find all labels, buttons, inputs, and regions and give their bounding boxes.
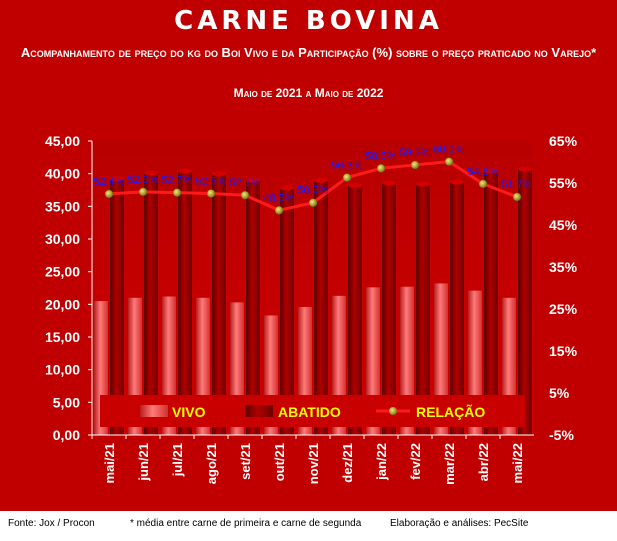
- y2-tick-label: 55%: [549, 175, 578, 191]
- relacao-data-label: 58,5%: [365, 150, 396, 162]
- relacao-point: [206, 189, 216, 198]
- y2-tick-label: -5%: [549, 427, 574, 443]
- legend-vivo-swatch: [140, 405, 168, 417]
- x-tick-label: fev/22: [408, 443, 423, 480]
- relacao-point: [342, 173, 352, 182]
- relacao-data-label: 52,9%: [127, 174, 158, 186]
- footer: Fonte: Jox / Procon * média entre carne …: [0, 518, 617, 538]
- x-tick-label: ago/21: [204, 443, 219, 484]
- y-tick-label: 35,00: [45, 198, 80, 214]
- bar-abatido: [518, 169, 532, 436]
- bar-abatido-top: [348, 182, 362, 188]
- bar-abatido: [314, 180, 328, 435]
- bar-abatido: [144, 173, 158, 435]
- y2-tick-label: 65%: [549, 133, 578, 149]
- footer-source: Fonte: Jox / Procon: [8, 518, 95, 529]
- bar-abatido: [178, 171, 192, 435]
- relacao-data-label: 54,8%: [467, 166, 498, 178]
- x-tick-label: mai/22: [510, 443, 525, 483]
- bar-abatido: [484, 171, 498, 435]
- chart-subtitle: Acompanhamento de preço do kg do Boi Viv…: [20, 45, 597, 60]
- bar-abatido-top: [110, 176, 124, 182]
- bar-abatido-top: [246, 177, 260, 183]
- bar-abatido: [110, 178, 124, 436]
- relacao-point: [240, 190, 250, 200]
- x-tick-label: abr/22: [476, 443, 491, 481]
- relacao-data-label: 60,1%: [433, 144, 464, 156]
- relacao-point: [376, 164, 386, 173]
- y2-tick-label: 45%: [549, 217, 578, 233]
- relacao-data-label: 59,3%: [399, 147, 430, 159]
- bar-abatido-top: [178, 168, 192, 174]
- bar-abatido-top: [144, 170, 158, 176]
- x-tick-label: jul/21: [170, 443, 185, 477]
- relacao-data-label: 52,7%: [161, 175, 192, 187]
- x-tick-label: jun/21: [136, 443, 151, 482]
- relacao-data-label: 52,1%: [229, 177, 260, 189]
- bar-abatido-top: [314, 177, 328, 183]
- bar-abatido-top: [280, 185, 294, 191]
- legend-vivo-label: VIVO: [172, 404, 206, 420]
- bar-abatido: [348, 185, 362, 435]
- relacao-point: [104, 189, 114, 199]
- bar-abatido-top: [382, 180, 396, 186]
- y-tick-label: 0,00: [53, 427, 80, 443]
- y-tick-label: 15,00: [45, 329, 80, 345]
- x-tick-label: nov/21: [306, 443, 321, 484]
- legend-abatido-label: ABATIDO: [278, 404, 341, 420]
- x-tick-label: out/21: [272, 443, 287, 481]
- bar-abatido-top: [450, 179, 464, 185]
- y-tick-label: 25,00: [45, 264, 80, 280]
- y2-tick-label: 35%: [549, 259, 578, 275]
- relacao-data-label: 51,7%: [501, 179, 532, 191]
- x-tick-label: dez/21: [340, 443, 355, 483]
- relacao-data-label: 50,3%: [297, 185, 328, 197]
- bar-abatido-top: [416, 181, 430, 187]
- relacao-data-label: 56,3%: [331, 160, 362, 172]
- y2-tick-label: 25%: [549, 301, 578, 317]
- x-tick-label: jan/22: [374, 443, 389, 481]
- y-tick-label: 20,00: [45, 296, 80, 312]
- bar-abatido-top: [212, 171, 226, 177]
- relacao-point: [512, 192, 522, 202]
- bar-abatido-top: [484, 168, 498, 174]
- combo-chart: 0,00 5,00 10,00 15,00 20,00 25,00 30,00 35,00 40…: [45, 133, 578, 485]
- chart-panel: CARNE BOVINA Acompanhamento de preço do …: [0, 0, 617, 511]
- x-tick-label: mai/21: [102, 443, 117, 483]
- bar-abatido: [280, 188, 294, 435]
- chart-title: CARNE BOVINA: [174, 6, 443, 36]
- footer-note: * média entre carne de primeira e carne …: [130, 518, 362, 529]
- relacao-point: [478, 179, 488, 189]
- bar-abatido: [450, 182, 464, 435]
- bar-abatido: [382, 182, 396, 435]
- y-tick-label: 30,00: [45, 231, 80, 247]
- relacao-point: [410, 160, 420, 170]
- x-tick-label: mar/22: [442, 443, 457, 485]
- chart-period: Maio de 2021 a Maio de 2022: [233, 86, 384, 100]
- legend-relacao-marker: [389, 407, 397, 415]
- footer-credits: Elaboração e análises: PecSite: [390, 518, 529, 529]
- y2-tick-label: 15%: [549, 343, 578, 359]
- relacao-data-label: 52,4%: [93, 176, 124, 188]
- relacao-point: [308, 198, 318, 207]
- relacao-point: [444, 157, 454, 166]
- bar-abatido: [246, 180, 260, 435]
- legend-box: [100, 395, 525, 427]
- legend-abatido-swatch: [245, 405, 273, 417]
- relacao-point: [274, 206, 284, 215]
- y-tick-label: 5,00: [53, 394, 80, 410]
- bar-abatido: [212, 173, 226, 435]
- relacao-data-label: 48,5%: [263, 192, 294, 204]
- y-tick-label: 40,00: [45, 166, 80, 182]
- y-tick-label: 45,00: [45, 133, 80, 149]
- relacao-point: [172, 188, 182, 197]
- y-tick-label: 10,00: [45, 362, 80, 378]
- legend-relacao-label: RELAÇÃO: [416, 403, 485, 420]
- x-tick-label: set/21: [238, 443, 253, 480]
- bar-abatido: [416, 184, 430, 435]
- relacao-point: [138, 187, 148, 197]
- relacao-data-label: 52,5%: [195, 176, 226, 188]
- y2-tick-label: 5%: [549, 385, 570, 401]
- bar-abatido-top: [518, 166, 532, 172]
